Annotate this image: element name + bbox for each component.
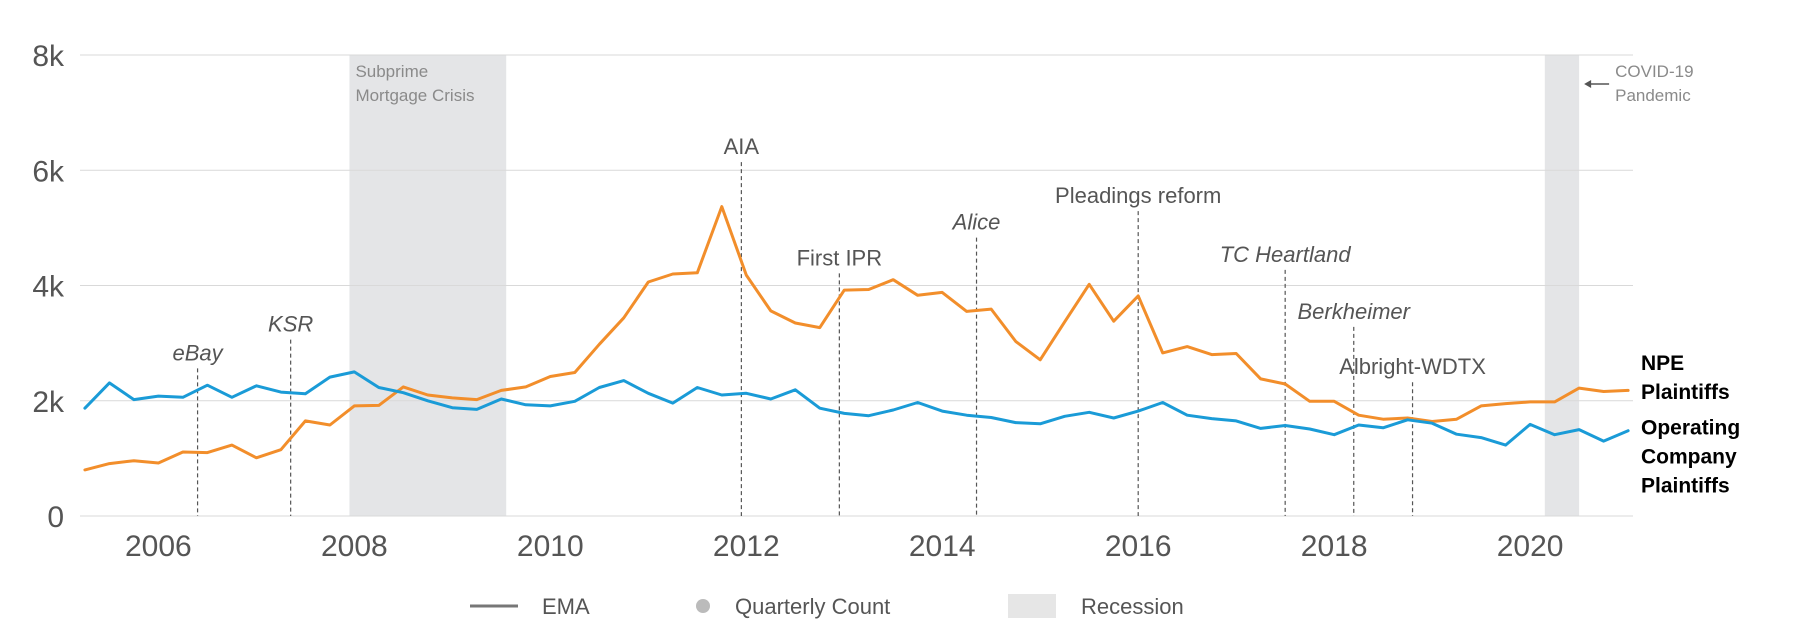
series-end-label: Plaintiffs [1641, 381, 1730, 404]
event-label: First IPR [797, 245, 883, 270]
recession-label: Subprime [355, 62, 428, 81]
series-end-label: Operating [1641, 417, 1740, 440]
series-end-label: NPE [1641, 352, 1684, 375]
y-tick-label: 8k [32, 40, 65, 73]
recession-label: Pandemic [1615, 86, 1691, 105]
event-label: TC Heartland [1220, 242, 1352, 267]
label-layer: Subprime Mortgage Crisis COVID-19 Pandemic e… [172, 62, 1740, 498]
event-label: Pleadings reform [1055, 183, 1221, 208]
legend-label: Quarterly Count [735, 594, 890, 619]
x-tick-label: 2018 [1301, 530, 1368, 563]
legend-label: EMA [542, 594, 590, 619]
event-label: KSR [268, 312, 313, 337]
series-end-label: Company [1641, 446, 1737, 469]
event-layer [196, 162, 1414, 516]
event-label: Albright-WDTX [1339, 354, 1486, 379]
x-tick-label: 2010 [517, 530, 584, 563]
event-label: eBay [172, 340, 224, 365]
legend-dot-icon [696, 599, 710, 613]
recession-label: COVID-19 [1615, 62, 1693, 81]
x-tick-label: 2008 [321, 530, 388, 563]
recession-label: Mortgage Crisis [355, 86, 474, 105]
series-end-label: Plaintiffs [1641, 475, 1730, 498]
y-tick-label: 4k [32, 271, 65, 304]
series-line [83, 205, 1630, 472]
y-tick-label: 6k [32, 155, 65, 188]
x-tick-label: 2012 [713, 530, 780, 563]
x-tick-label: 2006 [125, 530, 192, 563]
x-tick-label: 2016 [1105, 530, 1172, 563]
arrow-head-icon [1584, 80, 1592, 88]
event-label: Berkheimer [1298, 299, 1412, 324]
event-label: Alice [951, 210, 1001, 235]
series-line [83, 370, 1630, 447]
grid-layer [80, 54, 1633, 517]
series-layer [83, 205, 1630, 472]
event-label: AIA [724, 134, 760, 159]
x-tick-label: 2014 [909, 530, 976, 563]
x-tick-label: 2020 [1497, 530, 1564, 563]
tick-layer: 0 2k 4k 6k 8k 2006 2008 2010 2012 2014 2016 2018 202… [32, 40, 1563, 563]
legend: EMA Quarterly Count Recession [470, 594, 1184, 619]
legend-box-icon [1008, 594, 1056, 618]
legend-label: Recession [1081, 594, 1184, 619]
y-tick-label: 0 [47, 501, 64, 534]
y-tick-label: 2k [32, 386, 65, 419]
